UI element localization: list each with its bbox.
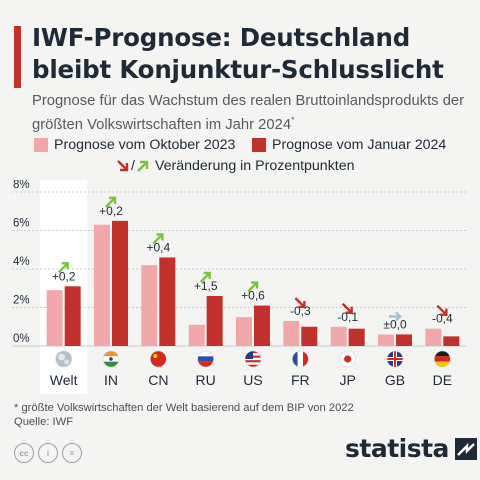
license-icons: cc i = [14,443,82,463]
change-label: ±0,0 [383,317,407,331]
bar-oct-fr [283,320,300,346]
cc-icon: cc [14,443,34,463]
x-tick-label: JP [339,372,355,388]
arrow-down-icon [117,160,129,172]
change-label: -0,4 [432,312,453,326]
bar-oct-cn [141,265,158,346]
arrow-up-icon [152,233,164,245]
subtitle-text: Prognose für das Wachstum des realen Bru… [32,93,465,133]
arrow-up-icon [137,160,149,172]
legend-item-oct: Prognose vom Oktober 2023 [34,137,235,153]
x-tick-label: RU [196,372,216,388]
legend-item-change: / Veränderung in Prozentpunkten [116,158,355,174]
statista-mark-icon [454,437,477,460]
flag-china-icon [150,350,167,368]
flag-france-icon [292,350,309,368]
y-tick-label: 2% [13,295,30,307]
arrow-up-icon [247,281,259,293]
legend-label-oct: Prognose vom Oktober 2023 [54,137,236,153]
change-label: +0,2 [99,204,123,218]
legend-swatch-jan [252,138,266,152]
bar-jan-in [112,220,128,346]
change-label: +0,2 [52,269,76,283]
change-label: +1,5 [194,279,218,293]
change-label: +0,4 [146,240,170,254]
legend-swatch-oct [34,138,48,152]
statista-logo: statista [345,434,477,463]
chart-subtitle: Prognose für das Wachstum des realen Bru… [32,92,472,135]
attribution-icon: i [38,443,58,463]
x-tick-label: DE [433,372,452,388]
flag-india-icon [102,350,120,368]
bar-oct-de [425,328,442,346]
flag-usa-icon [244,350,262,368]
y-tick-label: 8% [13,180,30,191]
bar-jan-gb [396,334,412,346]
bar-jan-jp [348,328,365,346]
arrow-up-icon [57,262,69,274]
change-label: +0,6 [241,289,265,303]
y-tick-label: 6% [13,218,30,230]
footnote: * größte Volkswirtschaften der Welt basi… [14,402,354,414]
x-tick-label: US [243,372,262,388]
x-tick-label: GB [385,372,405,388]
bar-jan-cn [159,257,176,346]
flag-russia-icon [197,350,214,368]
bar-jan-welt [64,286,81,346]
arrow-down-icon [294,297,306,309]
arrow-up-icon [199,271,211,283]
change-label: -0,3 [290,304,311,318]
equal-icon: = [62,443,82,463]
x-tick-label: Welt [50,372,78,388]
y-tick-label: 0% [13,333,30,345]
flag-japan-icon [339,350,356,368]
arrow-down-icon [436,304,448,316]
bar-oct-jp [330,326,347,346]
bar-jan-ru [206,295,223,346]
x-tick-label: IN [104,372,118,388]
bar-oct-us [236,317,252,346]
y-tick-label: 4% [13,256,30,268]
arrow-right-icon [389,311,402,322]
title-accent-bar [14,26,21,88]
bar-oct-welt [46,290,63,346]
source-note: Quelle: IWF [14,416,74,428]
subtitle-footnote-mark: * [291,115,295,125]
flag-uk-icon [386,350,404,368]
legend-item-jan: Prognose vom Januar 2024 [252,137,446,153]
bar-jan-fr [301,326,318,346]
bar-oct-in [94,224,110,346]
legend-label-jan: Prognose vom Januar 2024 [272,137,447,153]
globe-icon [55,350,72,368]
arrow-up-icon [105,196,117,208]
bar-jan-de [443,336,460,346]
bar-jan-us [254,305,270,346]
bar-oct-gb [378,334,394,346]
flag-germany-icon [434,350,451,368]
legend-label-change: Veränderung in Prozentpunkten [154,158,355,174]
bar-chart: 0% 2% 4% 6% 8% +0,2 Welt +0,2 IN +0,4 CN +1,5 RU +0,6… [12,180,466,394]
x-tick-label: FR [291,372,310,388]
brand-name: statista [345,434,449,463]
x-tick-label: CN [148,372,168,388]
change-label: -0,1 [337,310,358,324]
chart-title: IWF-Prognose: Deutschland bleibt Konjunk… [32,23,444,84]
arrow-down-icon [341,302,353,314]
legend-change-separator: / [131,158,135,174]
bar-oct-ru [188,324,205,346]
